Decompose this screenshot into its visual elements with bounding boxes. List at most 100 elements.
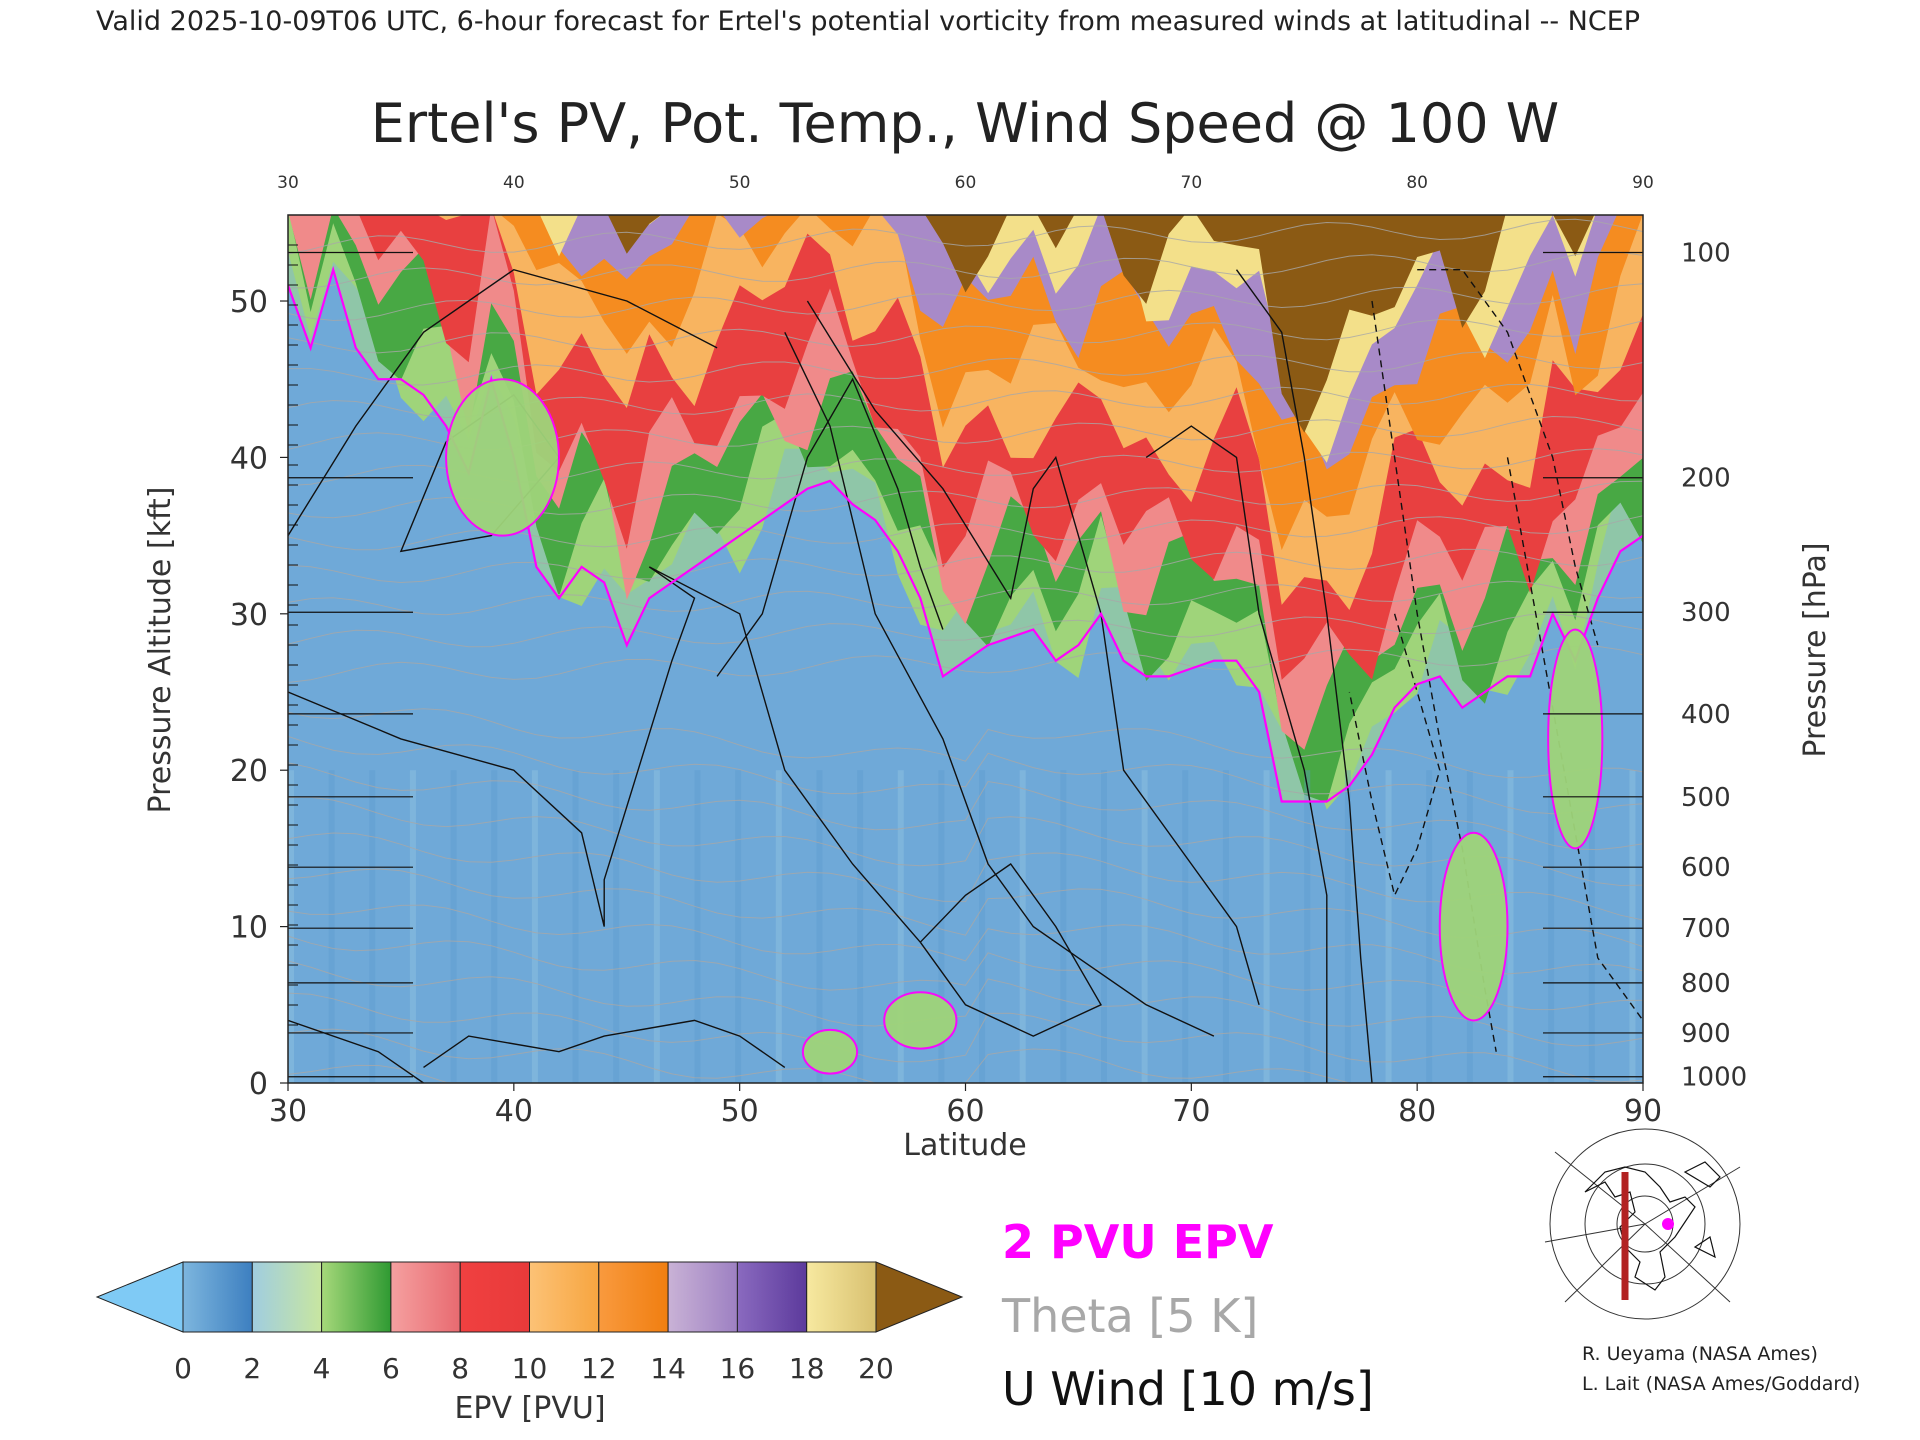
theta-contours: [288, 218, 1643, 1083]
theta-contour-6: [288, 868, 1643, 948]
epv-streak-14: [857, 770, 864, 1083]
colorbar-bin-6: [598, 1261, 669, 1333]
epv-streak-15: [897, 770, 904, 1083]
x-tick-label: 30: [269, 1094, 307, 1129]
credit-line-1: R. Ueyama (NASA Ames): [1582, 1343, 1818, 1365]
theta-contour-14: [288, 580, 1643, 616]
epv-streak-3: [409, 770, 416, 1083]
pressure-tick-label: 800: [1681, 969, 1731, 999]
epv-streak-7: [572, 770, 579, 1083]
pressure-tick-lines: [288, 244, 1643, 1078]
epv-streak-16: [938, 770, 945, 1083]
theta-contour-25: [288, 218, 1643, 255]
legend-theta: Theta [5 K]: [1001, 1289, 1258, 1343]
epv-streak-8: [613, 770, 620, 1083]
y-tick-label: 30: [230, 598, 268, 633]
epv-streak-9: [653, 770, 660, 1083]
pressure-tick-label: 100: [1681, 239, 1731, 269]
epv-streak-12: [775, 770, 782, 1083]
credit-line-2: L. Lait (NASA Ames/Goddard): [1582, 1373, 1860, 1395]
x-top-tick-label: 50: [729, 173, 751, 193]
theta-contour-7: [288, 832, 1643, 921]
pressure-tick-label: 500: [1681, 783, 1731, 813]
epv-streak-11: [735, 770, 742, 1083]
colorbar-tick-label: 10: [512, 1352, 548, 1385]
u-wind-contour-7: [1145, 425, 1328, 1083]
y-tick-label: 20: [230, 754, 268, 789]
epv-streak-19: [1060, 770, 1067, 1083]
epv-streak-28: [1426, 770, 1433, 1083]
colorbar-tick-label: 14: [650, 1352, 686, 1385]
y-axis-left: 0 10 20 30 40 50: [230, 285, 288, 1102]
u-wind-contour-10: [1417, 269, 1599, 646]
x-top-tick-label: 40: [503, 173, 525, 193]
u-wind-contour-0: [288, 1019, 424, 1083]
colorbar-tick-label: 16: [720, 1352, 756, 1385]
epv-streak-18: [1019, 770, 1026, 1083]
pressure-tick-label: 900: [1681, 1019, 1731, 1049]
theta-contour-5: [288, 904, 1643, 975]
theta-contour-1: [288, 1028, 1643, 1083]
u-wind-contour-14: [919, 863, 1102, 1037]
theta-contour-11: [288, 708, 1643, 779]
epv-streak-4: [450, 770, 457, 1083]
u-wind-contour-13: [423, 1019, 786, 1068]
x-top-tick-label: 90: [1632, 173, 1654, 193]
u-wind-contour-8: [1235, 269, 1373, 1083]
x-tick-label: 90: [1624, 1094, 1662, 1129]
pressure-tick-label: 400: [1681, 700, 1731, 730]
colorbar-tick-label: 18: [789, 1352, 825, 1385]
colorbar: [95, 1261, 964, 1333]
colorbar-bin-2: [321, 1261, 392, 1333]
u-wind-contour-12: [1348, 613, 1441, 898]
pressure-tick-label: 300: [1681, 598, 1731, 628]
pv-blob-2: [1547, 628, 1604, 850]
colorbar-tick-label: 8: [451, 1352, 469, 1385]
valid-time-header: Valid 2025-10-09T06 UTC, 6-hour forecast…: [96, 6, 1640, 37]
theta-contour-12: [288, 645, 1643, 683]
colorbar-bin-3: [390, 1261, 461, 1333]
colorbar-tick-labels: 0 2 4 6 8 10 12 14 16 18 20: [174, 1352, 894, 1385]
theta-contour-3: [288, 960, 1643, 1047]
x-tick-label: 50: [721, 1094, 759, 1129]
theta-contour-13: [288, 613, 1643, 648]
u-wind-contour-4: [716, 377, 944, 677]
epv-streak-22: [1182, 770, 1189, 1083]
theta-contour-2: [288, 992, 1643, 1083]
epv-streak-23: [1222, 770, 1229, 1083]
pv-2pvu-contour: [288, 265, 1643, 1075]
y-axis-label: Pressure Altitude [kft]: [143, 487, 178, 814]
colorbar-bin-8: [736, 1261, 808, 1333]
epv-streak-27: [1385, 770, 1392, 1083]
theta-contour-10: [288, 735, 1643, 815]
theta-contour-22: [288, 318, 1643, 354]
u-wind-contour-3: [288, 566, 921, 943]
y-tick-label: 0: [249, 1067, 268, 1102]
colorbar-under-arrow: [95, 1261, 184, 1333]
u-wind-contour-6: [806, 300, 1260, 1005]
map-coastlines: [1584, 1161, 1721, 1291]
colorbar-bin-9: [806, 1261, 877, 1333]
colorbar-bin-0: [182, 1261, 253, 1333]
x-tick-label: 60: [946, 1094, 984, 1129]
x-top-tick-label: 30: [277, 173, 299, 193]
theta-contour-24: [288, 251, 1643, 289]
y-axis-right-label: Pressure [hPa]: [1798, 542, 1833, 757]
epv-streak-0: [288, 770, 294, 1083]
colorbar-bin-7: [667, 1261, 738, 1333]
theta-contour-23: [288, 283, 1643, 322]
theta-contour-21: [288, 351, 1643, 386]
epv-streak-30: [1507, 770, 1514, 1083]
pressure-tick-label: 700: [1681, 914, 1731, 944]
theta-contour-9: [288, 762, 1643, 851]
theta-contour-4: [288, 935, 1643, 1011]
theta-contour-15: [288, 548, 1643, 584]
epv-streak-6: [531, 770, 538, 1083]
colorbar-bin-4: [459, 1261, 531, 1333]
colorbar-tick-label: 20: [858, 1352, 894, 1385]
y-tick-label: 50: [230, 285, 268, 320]
colorbar-tick-label: 12: [581, 1352, 617, 1385]
x-tick-label: 80: [1398, 1094, 1436, 1129]
y-tick-label: 10: [230, 911, 268, 946]
epv-streak-33: [1629, 770, 1636, 1083]
